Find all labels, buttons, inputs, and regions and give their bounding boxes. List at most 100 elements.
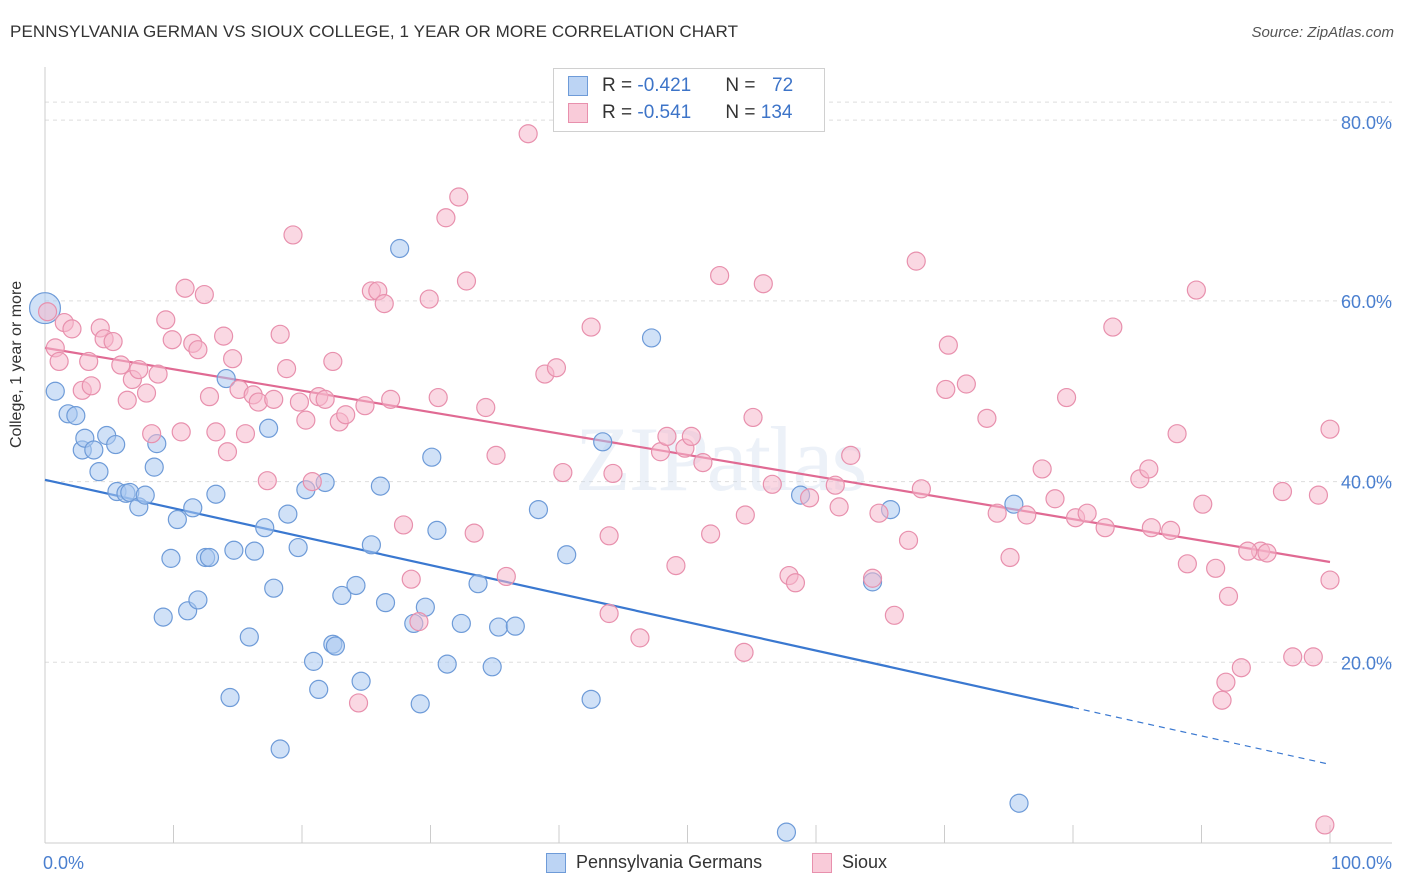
legend-r-label: R = [602, 102, 638, 123]
point-pennsylvania-germans [183, 498, 203, 518]
point-sioux [785, 573, 806, 593]
point-pennsylvania-germans [346, 575, 366, 596]
point-sioux [581, 317, 601, 337]
legend-item-sioux[interactable]: Sioux [812, 852, 887, 873]
point-sioux [206, 422, 226, 442]
point-pennsylvania-germans [332, 585, 352, 606]
point-pennsylvania-germans [258, 418, 279, 438]
legend-n-value: 72 [766, 75, 794, 96]
legend-swatch-pink [568, 103, 588, 123]
y-tick-label: 20.0% [1341, 653, 1392, 673]
legend-n-value: 134 [760, 102, 793, 123]
point-sioux [355, 396, 375, 416]
point-sioux [666, 556, 686, 576]
point-sioux [449, 187, 469, 207]
point-pennsylvania-germans [45, 381, 65, 401]
point-sioux [1193, 494, 1213, 514]
point-sioux [1161, 520, 1181, 540]
chart-title: PENNSYLVANIA GERMAN VS SIOUX COLLEGE, 1 … [10, 22, 739, 41]
point-sioux [938, 335, 958, 355]
point-pennsylvania-germans [427, 520, 447, 540]
point-sioux [841, 445, 861, 465]
point-pennsylvania-germans [135, 485, 155, 505]
point-sioux [276, 359, 297, 379]
point-sioux [223, 349, 243, 369]
point-sioux [977, 408, 997, 428]
point-sioux [315, 389, 335, 409]
point-sioux [710, 265, 730, 286]
point-sioux [162, 330, 182, 350]
point-sioux [1032, 459, 1052, 479]
point-pennsylvania-germans [220, 687, 240, 708]
point-pennsylvania-germans [1004, 494, 1024, 514]
point-pennsylvania-germans [288, 537, 308, 558]
point-pennsylvania-germans [161, 548, 181, 568]
point-pennsylvania-germans [581, 689, 601, 709]
point-sioux [409, 612, 429, 632]
point-sioux [270, 324, 290, 344]
point-sioux [553, 462, 573, 483]
point-sioux [156, 310, 176, 330]
point-pennsylvania-germans [351, 671, 371, 691]
point-sioux [336, 405, 356, 425]
point-sioux [1257, 543, 1277, 563]
legend-label: Pennsylvania Germans [576, 852, 763, 872]
data-points [28, 124, 1340, 842]
point-pennsylvania-germans [303, 651, 324, 671]
point-sioux [681, 426, 701, 447]
legend-n-label: N = [725, 75, 761, 96]
point-sioux [906, 251, 926, 271]
legend-item-pennsylvania-germans[interactable]: Pennsylvania Germans [546, 852, 762, 873]
point-sioux [142, 424, 162, 444]
point-pennsylvania-germans [278, 504, 298, 524]
point-pennsylvania-germans [489, 617, 509, 637]
point-pennsylvania-germans [468, 574, 488, 594]
point-pennsylvania-germans [505, 616, 525, 636]
point-pennsylvania-germans [199, 547, 220, 568]
point-pennsylvania-germans [375, 593, 396, 613]
point-sioux [1283, 647, 1303, 667]
point-sioux [657, 426, 677, 447]
point-sioux [1238, 541, 1258, 561]
point-sioux [257, 471, 277, 491]
legend-swatch-blue [546, 852, 566, 873]
trend-line-pennsylvania-germans [44, 478, 1074, 709]
point-sioux [869, 503, 889, 523]
point-sioux [81, 376, 101, 396]
point-pennsylvania-germans [557, 545, 577, 565]
point-sioux [476, 397, 496, 418]
point-sioux [1103, 317, 1123, 337]
point-sioux [1000, 547, 1020, 568]
point-sioux [753, 274, 773, 294]
tick-labels: 20.0% 40.0% 60.0% 80.0% 0.0% 100.0% [43, 113, 1392, 873]
point-pennsylvania-germans [422, 447, 442, 467]
point-pennsylvania-germans [437, 654, 457, 674]
point-sioux [1177, 554, 1197, 574]
point-sioux [348, 693, 369, 713]
point-pennsylvania-germans [270, 739, 290, 759]
point-pennsylvania-germans [390, 238, 410, 259]
y-tick-label: 60.0% [1341, 292, 1392, 312]
point-sioux [374, 293, 394, 314]
point-sioux [1320, 419, 1340, 439]
point-sioux [302, 471, 322, 492]
point-pennsylvania-germans [144, 457, 164, 477]
point-sioux [1218, 586, 1239, 606]
x-tick-label-end: 100.0% [1331, 853, 1392, 873]
point-sioux [1320, 570, 1340, 590]
point-sioux [599, 603, 619, 624]
point-sioux [518, 124, 538, 144]
point-sioux [323, 351, 343, 372]
point-sioux [734, 642, 754, 662]
point-pennsylvania-germans [206, 484, 226, 504]
point-sioux [496, 566, 516, 587]
point-sioux [1315, 815, 1335, 835]
point-pennsylvania-germans [370, 476, 390, 496]
point-sioux [117, 390, 137, 410]
point-sioux [393, 515, 414, 535]
point-sioux [599, 526, 619, 546]
point-sioux [1216, 672, 1236, 692]
legend-row-sioux: R = -0.541 N = 134 [568, 100, 792, 126]
point-sioux [103, 331, 123, 352]
point-sioux [381, 389, 401, 409]
